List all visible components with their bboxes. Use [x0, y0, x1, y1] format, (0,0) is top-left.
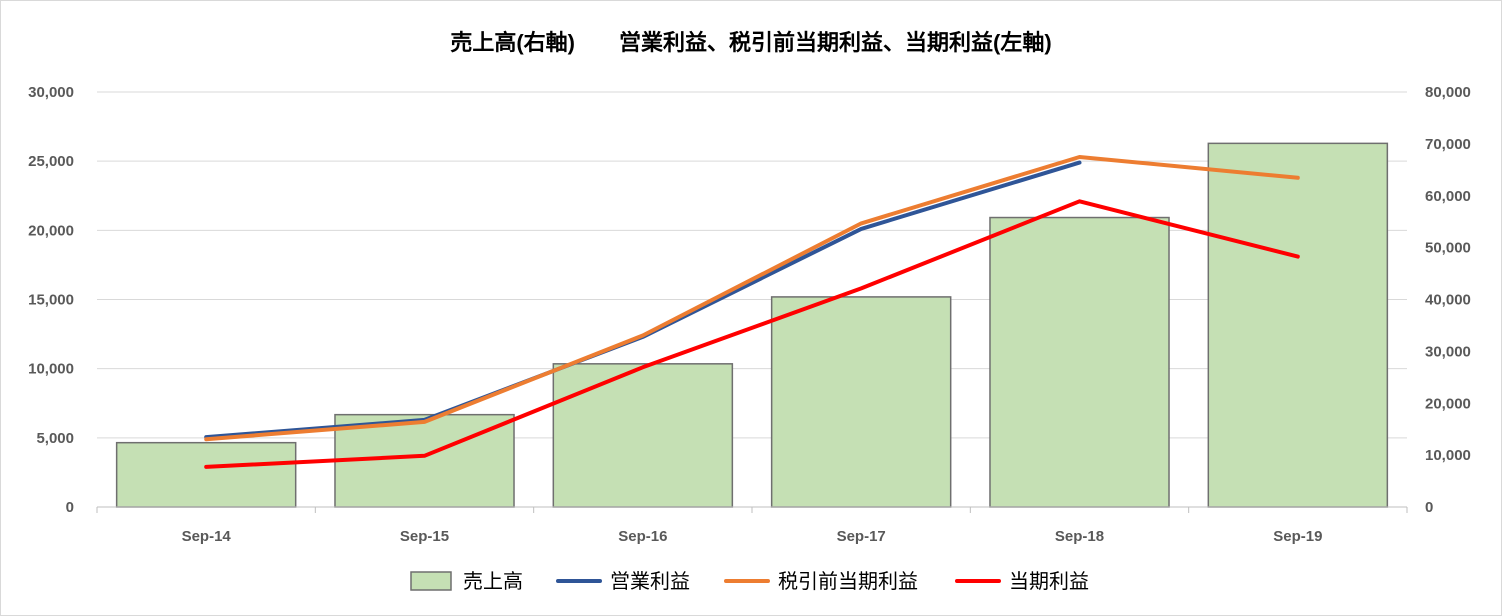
right-axis-tick-label: 50,000 [1425, 240, 1471, 257]
left-axis-tick-label: 25,000 [28, 153, 74, 170]
category-label: Sep-18 [1055, 528, 1104, 545]
legend-label: 売上高 [463, 570, 523, 593]
series-line [204, 155, 1300, 442]
chart-title: 売上高(右軸) 営業利益、税引前当期利益、当期利益(左軸) [450, 30, 1051, 55]
right-axis-tick-label: 20,000 [1425, 395, 1471, 412]
bar [115, 441, 297, 508]
series-line [204, 199, 1300, 469]
right-axis-tick-label: 80,000 [1425, 84, 1471, 101]
right-axis-tick-label: 30,000 [1425, 343, 1471, 360]
bar [552, 363, 734, 508]
left-axis-tick-label: 20,000 [28, 222, 74, 239]
right-axis-tick-label: 0 [1425, 499, 1433, 516]
left-axis-tick-label: 10,000 [28, 361, 74, 378]
category-label: Sep-17 [837, 528, 886, 545]
legend: 売上高 営業利益 税引前当期利益 当期利益 [410, 570, 1089, 593]
left-axis-tick-label: 30,000 [28, 84, 74, 101]
category-label: Sep-16 [618, 528, 667, 545]
legend-label: 営業利益 [610, 570, 690, 593]
right-axis-tick-label: 10,000 [1425, 447, 1471, 464]
bar-series [115, 142, 1389, 508]
right-axis-tick-label: 40,000 [1425, 292, 1471, 309]
category-label: Sep-19 [1273, 528, 1322, 545]
gridlines [97, 91, 1407, 439]
right-axis-tick-label: 70,000 [1425, 136, 1471, 153]
category-label: Sep-14 [182, 528, 232, 545]
bar [989, 216, 1170, 508]
legend-label: 税引前当期利益 [778, 570, 918, 593]
left-axis-tick-label: 0 [66, 499, 74, 516]
left-axis-tick-label: 5,000 [36, 430, 74, 447]
legend-label: 当期利益 [1009, 570, 1089, 593]
bar [1207, 142, 1389, 508]
axes: 0 5,000 10,000 15,000 20,000 25,000 30,000 0 10,… [28, 84, 1471, 545]
legend-swatch [410, 571, 452, 591]
right-axis-tick-label: 60,000 [1425, 188, 1471, 205]
line-series [204, 155, 1300, 469]
bar [770, 296, 952, 508]
category-label: Sep-15 [400, 528, 449, 545]
left-axis-tick-label: 15,000 [28, 292, 74, 309]
